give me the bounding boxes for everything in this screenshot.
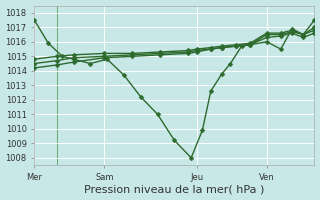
X-axis label: Pression niveau de la mer( hPa ): Pression niveau de la mer( hPa ) bbox=[84, 184, 265, 194]
